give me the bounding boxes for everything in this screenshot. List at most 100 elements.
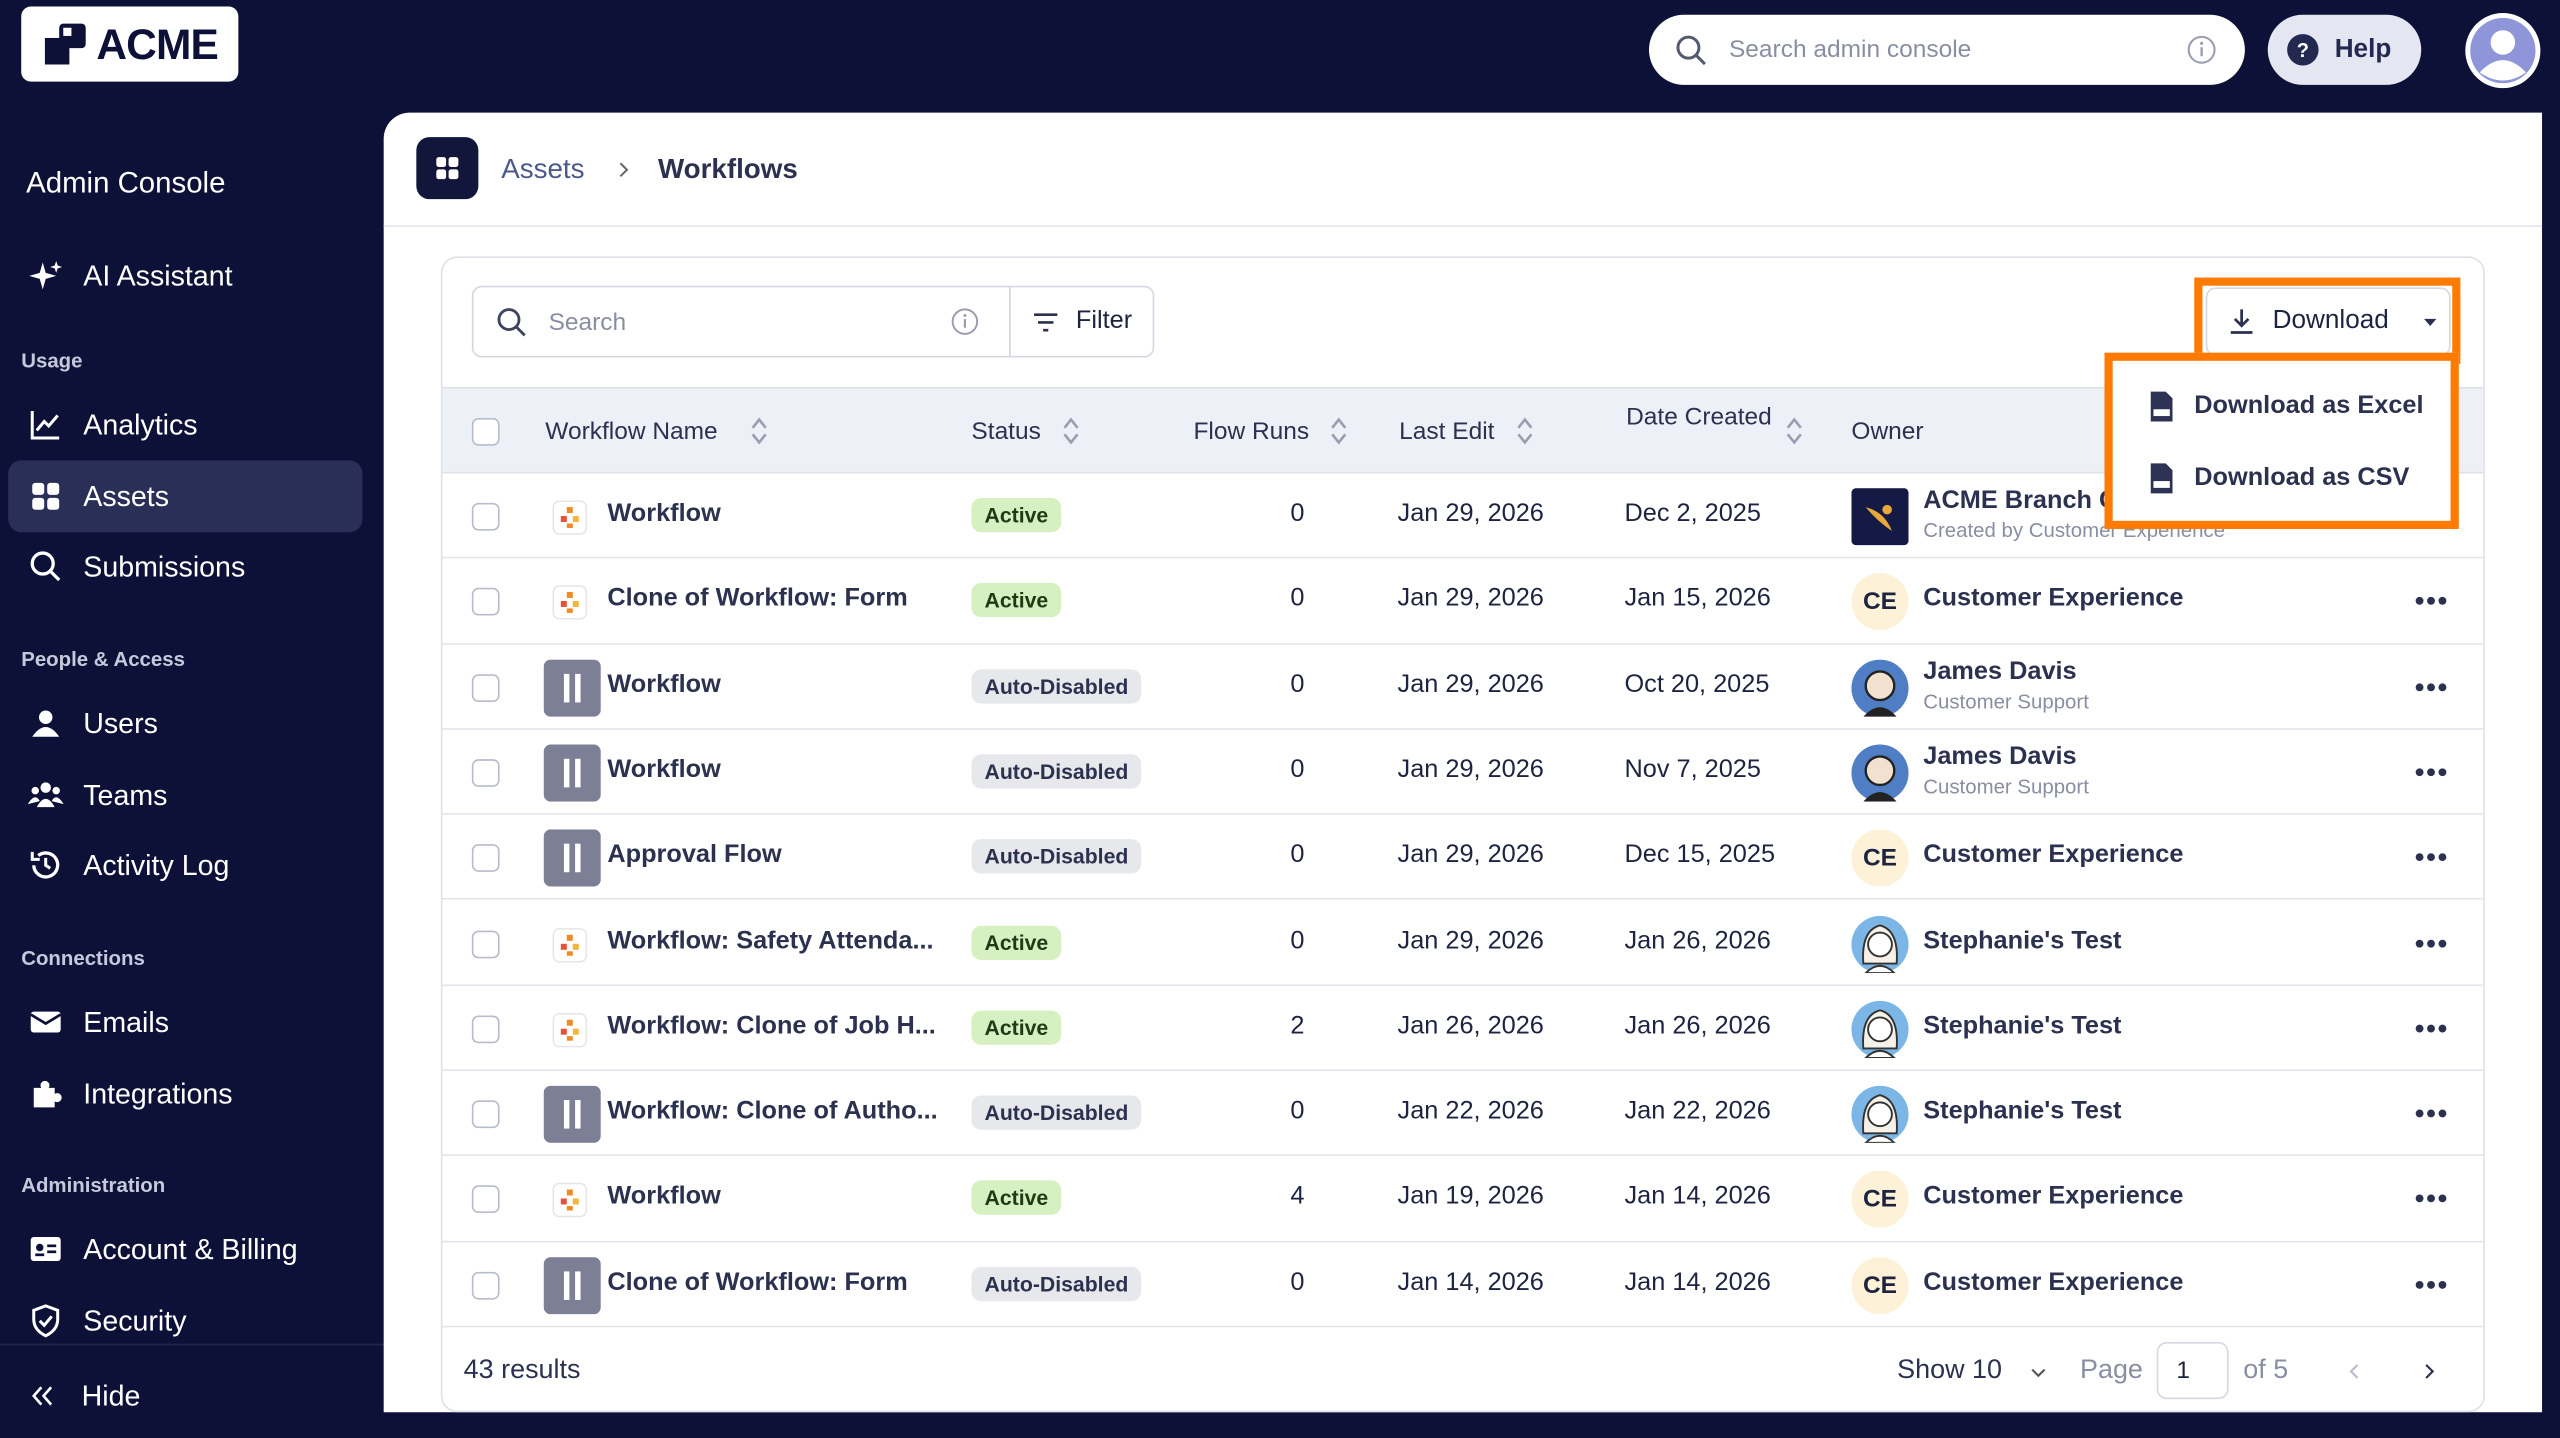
breadcrumb-icon — [416, 137, 479, 200]
row-menu — [2415, 853, 2447, 862]
flow-runs: 0 — [1290, 755, 1305, 784]
download-menu-item[interactable]: Download as Excel — [2113, 374, 2451, 439]
table-row[interactable]: Approval Flow Auto-Disabled 0 Jan 29, 2026 D… — [442, 815, 2484, 901]
help-button[interactable]: ? Help — [2267, 14, 2422, 85]
column-header[interactable]: Workflow Name — [545, 417, 718, 446]
date-created: Nov 7, 2025 — [1624, 755, 1761, 784]
workflow-icon — [552, 1012, 588, 1048]
table-row[interactable]: Workflow Auto-Disabled 0 Jan 29, 2026 Oct 20… — [442, 644, 2484, 730]
row-menu — [2415, 938, 2447, 947]
sidebar-item[interactable]: Analytics — [8, 389, 362, 461]
workflow-name: Workflow — [607, 1182, 721, 1211]
owner-initials: CE — [1862, 1271, 1898, 1300]
row-checkbox[interactable] — [471, 673, 500, 702]
last-edit: Jan 29, 2026 — [1397, 499, 1544, 528]
sidebar-item[interactable]: AI Assistant — [8, 240, 362, 312]
sidebar-item[interactable]: Assets — [8, 460, 363, 533]
column-header: Owner — [1851, 417, 1924, 446]
table-search-placeholder: Search — [548, 308, 627, 337]
flow-runs: 2 — [1290, 1011, 1305, 1040]
breadcrumb-icon-glyph — [436, 157, 459, 180]
row-checkbox[interactable] — [471, 1015, 500, 1043]
row-checkbox[interactable] — [471, 502, 500, 531]
page-size-caret — [2031, 1368, 2046, 1378]
table-row[interactable]: Workflow: Clone of Autho... Auto-Disabled… — [442, 1071, 2484, 1157]
download-menu: Download as Excel Download as CSV — [2104, 352, 2459, 529]
sidebar-item[interactable]: Activity Log — [8, 829, 362, 901]
sidebar-label: Emails — [83, 1004, 170, 1038]
row-checkbox[interactable] — [471, 759, 500, 787]
row-checkbox[interactable] — [471, 588, 500, 616]
page-input[interactable]: 1 — [2156, 1342, 2229, 1400]
last-edit: Jan 19, 2026 — [1397, 1182, 1544, 1211]
prev-page — [2349, 1364, 2359, 1379]
owner-name: Stephanie's Test — [1923, 926, 2122, 955]
workflow-name: Workflow: Safety Attenda... — [607, 926, 934, 955]
paused-icon — [543, 658, 601, 717]
logo-text: ACME — [96, 18, 219, 68]
sort-icon — [751, 417, 767, 445]
breadcrumb-current: Workflows — [657, 153, 798, 185]
date-created: Dec 2, 2025 — [1624, 499, 1761, 528]
table-search[interactable]: Search — [471, 285, 1011, 358]
download-button[interactable]: Download — [2205, 287, 2451, 356]
user-avatar[interactable] — [2465, 13, 2541, 89]
table-row[interactable]: Workflow Active 4 Jan 19, 2026 Jan 14, 2026 C… — [442, 1157, 2484, 1242]
row-menu — [2415, 597, 2447, 606]
sidebar-item[interactable]: Account & Billing — [8, 1213, 362, 1285]
sidebar-icon — [32, 710, 60, 737]
logo[interactable]: ACME — [21, 6, 239, 82]
hide-button[interactable]: Hide — [8, 1360, 362, 1432]
row-checkbox[interactable] — [471, 1271, 500, 1300]
owner-avatar — [1851, 658, 1909, 717]
header-checkbox[interactable] — [471, 417, 500, 446]
table-row[interactable]: Workflow: Safety Attenda... Active 0 Jan 29… — [442, 900, 2484, 986]
date-created: Jan 26, 2026 — [1624, 1011, 1771, 1040]
table-row[interactable]: Clone of Workflow: Form Active 0 Jan 29, 20… — [442, 559, 2484, 645]
workflow-name: Workflow — [607, 755, 721, 784]
filter-button[interactable]: Filter — [1008, 285, 1155, 358]
sort-icon — [1517, 417, 1533, 445]
sidebar-item[interactable]: Users — [8, 687, 362, 759]
global-search[interactable]: Search admin console — [1648, 14, 2245, 85]
sidebar-label: Account & Billing — [83, 1231, 298, 1265]
flow-runs: 0 — [1290, 670, 1305, 699]
sidebar-item[interactable]: Integrations — [8, 1058, 362, 1130]
sidebar-item[interactable]: Teams — [8, 759, 362, 831]
sidebar-item[interactable]: Submissions — [8, 531, 362, 603]
owner-avatar — [1851, 488, 1909, 546]
download-label: Download — [2272, 306, 2389, 335]
column-header[interactable]: Flow Runs — [1193, 417, 1310, 446]
hide-label: Hide — [81, 1378, 141, 1412]
row-checkbox[interactable] — [471, 844, 500, 873]
sidebar-icon — [32, 1304, 60, 1338]
row-checkbox[interactable] — [471, 1100, 500, 1129]
table-row[interactable]: Workflow: Clone of Job H... Active 2 Jan 26… — [442, 986, 2484, 1072]
column-header[interactable]: Last Edit — [1399, 417, 1495, 446]
last-edit: Jan 22, 2026 — [1397, 1097, 1544, 1126]
date-created: Dec 15, 2025 — [1624, 841, 1776, 869]
workflow-name: Clone of Workflow: Form — [607, 1268, 908, 1296]
table-row[interactable]: Workflow Auto-Disabled 0 Jan 29, 2026 Nov 7,… — [442, 730, 2484, 815]
breadcrumb-divider — [383, 225, 2543, 227]
breadcrumb-link[interactable]: Assets — [501, 153, 585, 185]
sidebar-item[interactable]: Security — [8, 1285, 362, 1357]
column-header[interactable]: Status — [971, 417, 1041, 446]
status-badge: Active — [971, 497, 1062, 533]
row-checkbox[interactable] — [471, 1185, 500, 1214]
page-size-select[interactable]: Show 10 — [1897, 1355, 2002, 1385]
table-row[interactable]: Clone of Workflow: Form Auto-Disabled 0 Jan… — [442, 1242, 2484, 1328]
download-menu-item[interactable]: Download as CSV — [2113, 446, 2451, 511]
owner-avatar: CE — [1851, 573, 1909, 631]
owner-avatar — [1851, 1085, 1909, 1144]
sidebar-item[interactable]: Emails — [8, 986, 362, 1058]
page-label: Page — [2079, 1355, 2143, 1385]
sidebar-icon — [30, 411, 60, 440]
column-header[interactable]: Date Created — [1626, 403, 1772, 432]
row-checkbox[interactable] — [471, 929, 500, 958]
date-created: Oct 20, 2025 — [1624, 670, 1770, 699]
filter-label: Filter — [1075, 306, 1133, 335]
sort-icon — [1063, 417, 1079, 445]
download-menu-label: Download as Excel — [2194, 391, 2424, 420]
